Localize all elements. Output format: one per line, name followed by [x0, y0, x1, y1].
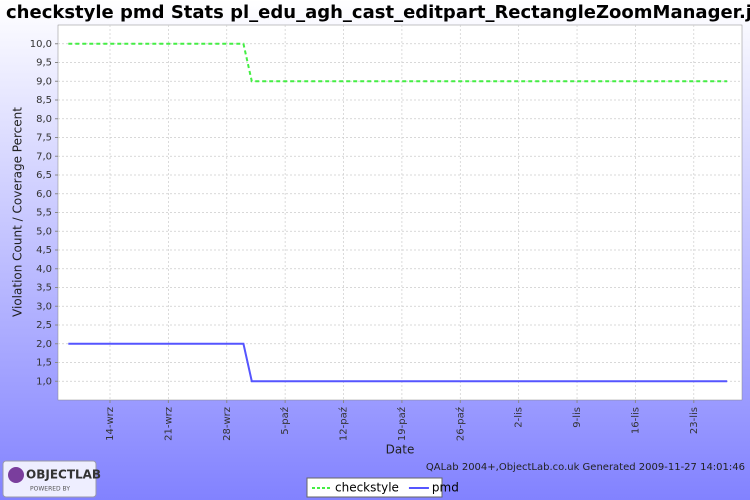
x-tick-label: 5-paź	[279, 407, 291, 435]
x-tick-label: 2-lis	[514, 407, 525, 428]
y-tick-label: 3,0	[36, 301, 52, 312]
y-axis-label: Violation Count / Coverage Percent	[11, 107, 25, 317]
x-tick-label: 9-lis	[572, 407, 583, 428]
legend	[306, 477, 443, 498]
y-tick-label: 2,0	[36, 339, 52, 350]
y-tick-label: 6,5	[36, 170, 52, 181]
y-tick-label: 2,5	[36, 320, 52, 331]
chart-title: checkstyle pmd Stats pl_edu_agh_cast_edi…	[6, 2, 750, 23]
line-series	[68, 342, 728, 383]
y-tick-label: 6,0	[36, 189, 52, 200]
y-tick-label: 9,5	[36, 58, 52, 69]
y-tick-label: 8,5	[36, 95, 52, 106]
line-series	[68, 42, 728, 83]
x-tick-label: 14-wrz	[105, 407, 116, 441]
x-tick-label: 12-paź	[338, 407, 350, 441]
x-tick-label: 28-wrz	[222, 407, 233, 441]
y-tick-label: 1,0	[36, 376, 52, 387]
logo-subtext: POWERED BY	[30, 486, 70, 493]
x-tick-label: 26-paź	[454, 407, 466, 441]
y-tick-label: 3,5	[36, 283, 52, 294]
x-axis-label: Date	[386, 443, 415, 457]
y-tick-label: 7,0	[36, 151, 52, 162]
y-tick-label: 10,0	[30, 39, 52, 50]
x-tick-label: 16-lis	[630, 407, 641, 434]
y-tick-label: 5,5	[36, 208, 52, 219]
y-tick-label: 4,0	[36, 264, 52, 275]
y-tick-label: 8,0	[36, 114, 52, 125]
logo-icon	[8, 467, 24, 483]
x-tick-label: 19-paź	[396, 407, 408, 441]
logo-text: OBJECTLAB	[26, 468, 101, 482]
logo	[2, 460, 97, 498]
legend-label: pmd	[432, 481, 459, 495]
footer: QALab 2004+,ObjectLab.co.uk Generated 20…	[426, 462, 745, 473]
y-tick-label: 1,5	[36, 358, 52, 369]
x-tick-label: 23-lis	[689, 407, 700, 434]
y-tick-label: 9,0	[36, 76, 52, 87]
y-tick-label: 5,0	[36, 226, 52, 237]
legend-label: checkstyle	[335, 481, 399, 495]
y-tick-label: 7,5	[36, 133, 52, 144]
x-tick-label: 21-wrz	[163, 407, 174, 441]
y-tick-label: 4,5	[36, 245, 52, 256]
